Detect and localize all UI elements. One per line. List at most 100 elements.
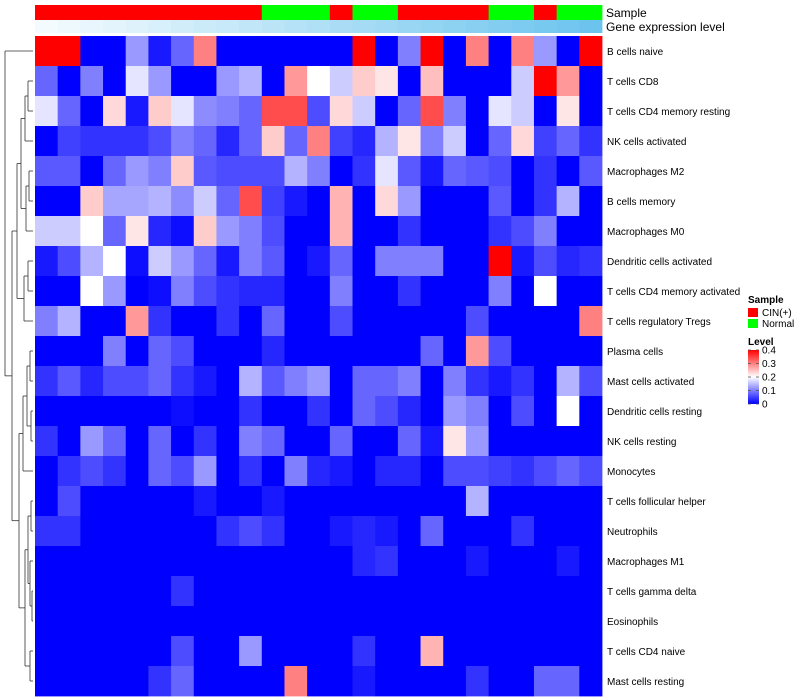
heatmap-cell: [579, 366, 603, 397]
heatmap-cell: [80, 126, 104, 157]
heatmap-cell: [216, 546, 240, 577]
heatmap-cell: [284, 486, 308, 517]
heatmap-cell: [148, 96, 172, 127]
heatmap-cell: [125, 246, 149, 277]
heatmap-cell: [284, 156, 308, 187]
heatmap-cell: [216, 636, 240, 667]
heatmap-cell: [57, 186, 81, 217]
heatmap-cell: [216, 306, 240, 337]
heatmap-cell: [397, 576, 421, 607]
heatmap-cell: [103, 186, 127, 217]
heatmap-cell: [148, 456, 172, 487]
heatmap-cell: [125, 546, 149, 577]
heatmap-cell: [420, 246, 444, 277]
heatmap-cell: [171, 156, 195, 187]
sample-annotation-cell: [533, 5, 558, 20]
row-label: Monocytes: [607, 467, 655, 478]
heatmap-cell: [171, 666, 195, 697]
heatmap-cell: [329, 486, 353, 517]
heatmap-cell: [511, 126, 535, 157]
heatmap-cell: [533, 186, 558, 217]
heatmap-cell: [35, 336, 59, 367]
heatmap-cell: [35, 276, 59, 307]
legend: Sample CIN(+) Normal Level 0.4 0.3 0.2 0.1 0: [748, 295, 794, 411]
expression-annotation-cell: [420, 20, 444, 33]
heatmap-cell: [352, 366, 376, 397]
heatmap-cell: [375, 186, 399, 217]
heatmap-cell: [148, 606, 172, 637]
legend-label-cin: CIN(+): [762, 308, 792, 319]
heatmap-cell: [80, 546, 104, 577]
sample-annotation-cell: [239, 5, 263, 20]
heatmap-cell: [239, 426, 263, 457]
heatmap-cell: [556, 156, 580, 187]
heatmap-cell: [171, 126, 195, 157]
heatmap-cell: [511, 216, 535, 247]
heatmap-cell: [488, 96, 512, 127]
sample-annotation-cell: [261, 5, 285, 20]
heatmap-cell: [488, 66, 512, 97]
heatmap-cell: [397, 396, 421, 427]
heatmap-cell: [80, 306, 104, 337]
heatmap-cell: [329, 456, 353, 487]
heatmap-cell: [533, 606, 558, 637]
heatmap-cell: [329, 186, 353, 217]
heatmap-cell: [556, 666, 580, 697]
expression-annotation-cell: [375, 20, 399, 33]
heatmap-cell: [375, 246, 399, 277]
heatmap-cell: [216, 186, 240, 217]
heatmap-cell: [239, 156, 263, 187]
heatmap-cell: [171, 216, 195, 247]
heatmap-cell: [511, 66, 535, 97]
heatmap-cell: [465, 486, 489, 517]
heatmap-cell: [307, 246, 331, 277]
heatmap-cell: [148, 666, 172, 697]
heatmap-cell: [239, 666, 263, 697]
sample-annotation-cell: [556, 5, 580, 20]
heatmap-cell: [329, 666, 353, 697]
heatmap-cell: [579, 126, 603, 157]
heatmap-cell: [443, 336, 467, 367]
heatmap-cell: [216, 216, 240, 247]
heatmap-cell: [57, 366, 81, 397]
heatmap-cell: [284, 216, 308, 247]
heatmap-cell: [284, 666, 308, 697]
heatmap-cell: [193, 246, 217, 277]
heatmap-cell: [35, 186, 59, 217]
heatmap-cell: [443, 126, 467, 157]
heatmap-cell: [420, 156, 444, 187]
legend-label-normal: Normal: [762, 319, 794, 330]
sample-annotation-cell: [284, 5, 308, 20]
heatmap-cell: [57, 306, 81, 337]
heatmap-cell: [148, 186, 172, 217]
sample-annotation-cell: [216, 5, 240, 20]
heatmap-cell: [579, 666, 603, 697]
heatmap-cell: [284, 126, 308, 157]
heatmap-cell: [465, 156, 489, 187]
heatmap-cell: [511, 96, 535, 127]
sample-annotation-cell: [420, 5, 444, 20]
heatmap-cell: [465, 186, 489, 217]
heatmap-cell: [465, 396, 489, 427]
heatmap-cell: [307, 66, 331, 97]
expression-annotation-cell: [397, 20, 421, 33]
heatmap-cell: [171, 426, 195, 457]
heatmap-cell: [465, 36, 489, 67]
heatmap-cell: [397, 486, 421, 517]
heatmap-cell: [284, 276, 308, 307]
heatmap-cell: [556, 516, 580, 547]
heatmap-cell: [533, 156, 558, 187]
heatmap-cell: [352, 66, 376, 97]
legend-level-tick-label: 0: [762, 400, 768, 411]
heatmap-cell: [125, 606, 149, 637]
heatmap-cell: [239, 306, 263, 337]
heatmap-cell: [511, 456, 535, 487]
heatmap-cell: [261, 66, 285, 97]
heatmap-cell: [125, 126, 149, 157]
heatmap-cell: [397, 186, 421, 217]
heatmap-cell: [329, 606, 353, 637]
heatmap-cell: [193, 156, 217, 187]
heatmap-cell: [171, 456, 195, 487]
heatmap-cell: [397, 636, 421, 667]
heatmap-cell: [125, 156, 149, 187]
